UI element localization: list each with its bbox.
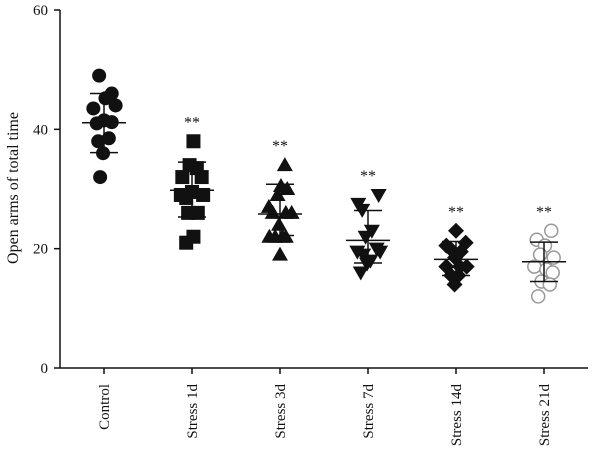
- data-point: [352, 266, 369, 281]
- error-bar: [434, 240, 478, 277]
- data-point: [370, 188, 387, 203]
- data-point: [359, 257, 376, 272]
- data-point: [448, 222, 464, 239]
- data-point: [546, 250, 561, 265]
- data-point: [446, 276, 463, 293]
- data-point: [372, 245, 389, 260]
- significance-label: **: [536, 204, 552, 221]
- error-bar: [258, 183, 302, 237]
- y-tick-label: 20: [33, 242, 48, 258]
- data-point: [279, 181, 296, 195]
- data-point: [283, 204, 300, 219]
- y-tick-label: 40: [33, 122, 48, 138]
- data-point: [108, 98, 123, 113]
- data-point: [196, 187, 211, 202]
- series-stress-1d: [173, 134, 211, 250]
- data-point: [271, 216, 288, 231]
- data-point: [545, 265, 560, 280]
- y-tick-label: 60: [33, 3, 48, 19]
- data-point: [186, 134, 201, 149]
- data-point: [264, 204, 281, 219]
- x-tick-label: Stress 21d: [537, 384, 553, 447]
- y-tick-label: 0: [41, 361, 49, 377]
- data-point: [92, 68, 107, 83]
- data-point: [175, 170, 190, 185]
- x-tick-label: Stress 1d: [185, 384, 201, 439]
- axes: [54, 9, 588, 374]
- data-point: [101, 131, 116, 146]
- error-bar: [522, 241, 566, 283]
- significance-label: **: [272, 138, 288, 155]
- data-point: [194, 170, 209, 185]
- labels: 0 20 40 60 Control Stress 1d Stress 3d Stress 7…: [33, 3, 553, 446]
- error-bar: [170, 161, 214, 218]
- significance-label: **: [360, 168, 376, 185]
- x-tick-label: Stress 7d: [361, 384, 377, 439]
- data-point: [357, 230, 374, 245]
- y-axis-title: Open arms of total time: [5, 112, 22, 264]
- error-bars: [82, 92, 566, 283]
- data-point: [542, 277, 558, 292]
- data-point: [272, 246, 288, 261]
- x-tick-label: Stress 3d: [273, 384, 289, 439]
- data-points: [86, 68, 561, 304]
- data-point: [91, 134, 106, 149]
- x-tick-label: Stress 14d: [449, 384, 465, 447]
- data-point: [269, 186, 286, 201]
- data-point: [93, 170, 108, 185]
- data-point: [86, 101, 101, 116]
- data-point: [179, 235, 194, 250]
- x-tick-label: Control: [97, 384, 113, 430]
- significance-label: **: [184, 114, 200, 131]
- data-point: [276, 157, 293, 172]
- error-bar: [346, 209, 390, 264]
- data-point: [458, 258, 475, 275]
- significance-label: **: [448, 204, 464, 221]
- error-bar: [82, 92, 126, 154]
- data-point: [544, 223, 559, 239]
- data-point: [530, 289, 546, 304]
